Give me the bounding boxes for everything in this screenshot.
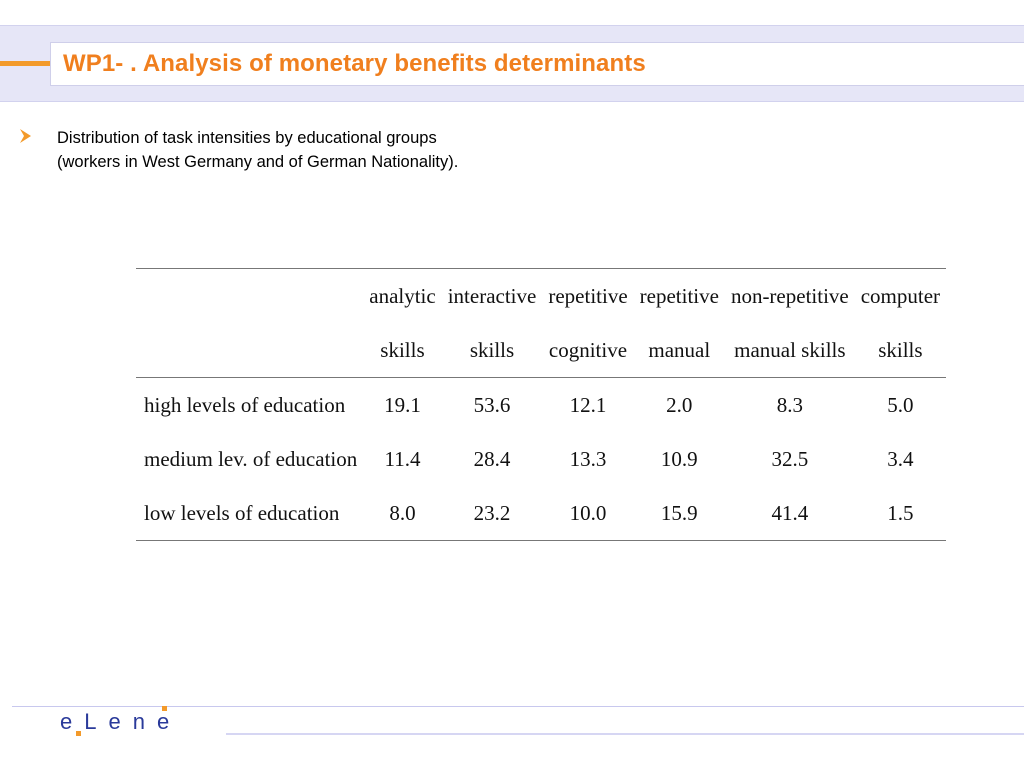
- column-header: computer: [854, 268, 947, 323]
- table-cell: 5.0: [887, 392, 914, 417]
- column-header: skills: [441, 323, 543, 378]
- column-header: manual skills: [724, 323, 855, 378]
- table-header-row-1: analytic interactive repetitive repetiti…: [136, 268, 947, 323]
- table-cell: 41.4: [724, 486, 855, 541]
- table-cell: 12.1: [569, 392, 607, 417]
- table-cell: 10.9: [660, 446, 698, 471]
- table-cell: 13.3: [569, 446, 607, 471]
- table-cell: 53.6: [473, 392, 511, 417]
- title-box: [50, 42, 1024, 86]
- table-cell: 15.9: [633, 486, 725, 541]
- table-cell: 8.3: [776, 392, 803, 417]
- column-header: skills: [363, 323, 442, 378]
- table-cell: 8.0: [363, 486, 442, 541]
- footer-divider: [12, 706, 1024, 707]
- row-label: medium lev. of education: [144, 446, 358, 471]
- bullet-text: Distribution of task intensities by educ…: [57, 129, 459, 171]
- arrow-bullet-icon: [20, 129, 31, 143]
- column-header: repetitive: [542, 268, 634, 323]
- row-label: low levels of education: [136, 486, 364, 541]
- column-header: repetitive: [633, 268, 725, 323]
- table-row: medium lev. of education 11.4 28.4 13.3 …: [136, 432, 946, 486]
- table-cell: 10.0: [542, 486, 634, 541]
- logo-dot: [76, 731, 81, 736]
- header-corner: [136, 323, 364, 378]
- header-corner: [136, 268, 364, 323]
- row-label: high levels of education: [144, 392, 346, 417]
- task-intensity-table: analytic interactive repetitive repetiti…: [136, 268, 947, 541]
- footer-divider-secondary: [226, 733, 1024, 735]
- column-header: interactive: [441, 268, 543, 323]
- column-header: skills: [854, 323, 947, 378]
- column-header: non-repetitive: [724, 268, 855, 323]
- table-cell: 11.4: [384, 446, 421, 471]
- table-cell: 1.5: [854, 486, 947, 541]
- column-header: cognitive: [542, 323, 634, 378]
- table-cell: 32.5: [771, 446, 809, 471]
- column-header: manual: [633, 323, 725, 378]
- table-cell: 23.2: [441, 486, 543, 541]
- column-header: analytic: [363, 268, 442, 323]
- table-header-row-2: skills skills cognitive manual manual sk…: [136, 323, 947, 378]
- table-cell: 3.4: [887, 446, 914, 471]
- table-cell: 28.4: [473, 446, 511, 471]
- slide-title: WP1- . Analysis of monetary benefits det…: [63, 50, 646, 77]
- title-accent-bar: [0, 61, 50, 66]
- table-row: high levels of education 19.1 53.6 12.1 …: [136, 378, 946, 433]
- table-cell: 2.0: [666, 392, 693, 417]
- table-cell: 19.1: [384, 392, 421, 417]
- table-row: low levels of education 8.0 23.2 10.0 15…: [136, 486, 947, 541]
- logo-dot: [162, 706, 167, 711]
- elene-logo: eLene: [60, 703, 190, 741]
- logo-text: eLene: [60, 709, 182, 734]
